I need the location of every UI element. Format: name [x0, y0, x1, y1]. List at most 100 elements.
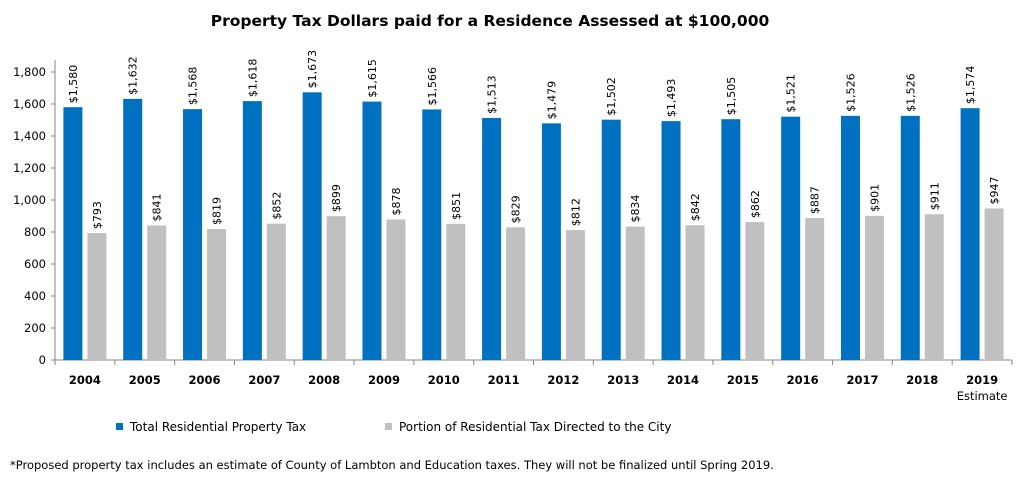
legend-swatch-total — [116, 423, 123, 430]
data-label-total-tax: $1,568 — [187, 67, 200, 106]
bar-total-tax — [482, 117, 502, 360]
y-tick-label: 800 — [24, 225, 46, 239]
y-tick-label: 600 — [24, 257, 46, 271]
bar-city-portion — [207, 228, 227, 360]
data-label-city-portion: $887 — [809, 186, 822, 214]
x-tick-label: 2010 — [428, 373, 460, 387]
legend-swatch-city — [385, 423, 392, 430]
data-label-city-portion: $812 — [569, 198, 582, 226]
legend-label-total: Total Residential Property Tax — [129, 420, 306, 434]
bar-city-portion — [625, 226, 645, 360]
bar-city-portion — [924, 214, 944, 360]
data-label-total-tax: $1,526 — [844, 73, 857, 112]
footnote: *Proposed property tax includes an estim… — [10, 458, 774, 472]
y-tick-label: 0 — [39, 353, 46, 367]
bar-total-tax — [661, 121, 681, 361]
data-label-city-portion: $841 — [151, 193, 164, 221]
bar-total-tax — [242, 101, 262, 361]
data-label-total-tax: $1,493 — [665, 79, 678, 118]
x-tick-sublabel: Estimate — [957, 389, 1008, 403]
data-label-total-tax: $1,521 — [785, 74, 798, 113]
data-label-total-tax: $1,574 — [964, 66, 977, 105]
bar-total-tax — [422, 109, 442, 360]
bar-total-tax — [362, 101, 382, 360]
y-tick-label: 1,400 — [13, 129, 46, 143]
data-label-total-tax: $1,615 — [366, 59, 379, 98]
bar-city-portion — [745, 222, 765, 360]
bar-city-portion — [864, 215, 884, 360]
data-label-city-portion: $862 — [749, 190, 762, 218]
y-tick-label: 200 — [24, 321, 46, 335]
x-axis: 2004 2005 2006 2007 2008 2009 2010 2011 2012 2013… — [54, 359, 1013, 403]
bar-city-portion — [446, 223, 466, 360]
x-tick-label: 2014 — [667, 373, 699, 387]
y-tick-label: 400 — [24, 289, 46, 303]
data-label-city-portion: $911 — [928, 182, 941, 210]
bar-total-tax — [601, 119, 621, 361]
data-label-city-portion: $793 — [91, 201, 104, 229]
data-labels-group: $1,580 $1,632 $1,568 $1,618 $1,673 $1,615 $1,5… — [67, 50, 1001, 229]
legend-label-city: Portion of Residential Tax Directed to t… — [399, 420, 671, 434]
bar-total-tax — [541, 123, 561, 360]
data-label-total-tax: $1,526 — [904, 73, 917, 112]
x-tick-label: 2017 — [846, 373, 878, 387]
y-axis: 0 200 400 600 800 1,000 1,200 1,400 1,600 1,800 — [13, 60, 56, 367]
x-tick-label: 2008 — [308, 373, 340, 387]
bars-group — [63, 92, 1004, 361]
bar-city-portion — [266, 223, 286, 360]
data-label-total-tax: $1,580 — [67, 65, 80, 104]
x-tick-label: 2013 — [607, 373, 639, 387]
data-label-total-tax: $1,505 — [725, 77, 738, 116]
x-tick-label: 2006 — [189, 373, 221, 387]
x-tick-label: 2009 — [368, 373, 400, 387]
y-tick-label: 1,000 — [13, 193, 46, 207]
data-label-total-tax: $1,479 — [545, 81, 558, 120]
data-label-city-portion: $842 — [689, 193, 702, 221]
y-tick-label: 1,200 — [13, 161, 46, 175]
bar-city-portion — [984, 208, 1004, 360]
chart-title: Property Tax Dollars paid for a Residenc… — [211, 12, 770, 30]
bar-city-portion — [87, 233, 107, 360]
data-label-city-portion: $829 — [510, 195, 523, 223]
bar-total-tax — [721, 119, 741, 360]
data-label-city-portion: $901 — [868, 184, 881, 212]
data-label-total-tax: $1,632 — [127, 56, 140, 95]
bar-total-tax — [960, 108, 980, 360]
data-label-total-tax: $1,618 — [246, 59, 259, 98]
bar-city-portion — [386, 219, 406, 360]
data-label-total-tax: $1,673 — [306, 50, 319, 89]
x-tick-label: 2015 — [727, 373, 759, 387]
data-label-city-portion: $899 — [330, 184, 343, 212]
bar-total-tax — [781, 116, 801, 360]
bar-city-portion — [326, 216, 346, 360]
bar-city-portion — [685, 225, 705, 360]
data-label-total-tax: $1,566 — [426, 67, 439, 106]
x-tick-label: 2007 — [248, 373, 280, 387]
data-label-total-tax: $1,513 — [486, 75, 499, 114]
data-label-city-portion: $834 — [629, 195, 642, 223]
x-tick-label: 2005 — [129, 373, 161, 387]
bar-total-tax — [840, 115, 860, 360]
x-tick-label: 2004 — [69, 373, 101, 387]
bar-city-portion — [147, 225, 167, 360]
bar-total-tax — [63, 107, 83, 360]
y-tick-label: 1,600 — [13, 97, 46, 111]
bar-total-tax — [183, 109, 203, 361]
data-label-city-portion: $947 — [988, 176, 1001, 204]
bar-city-portion — [805, 218, 825, 360]
x-tick-label: 2011 — [488, 373, 520, 387]
legend: Total Residential Property Tax Portion o… — [116, 420, 671, 434]
x-tick-label: 2018 — [906, 373, 938, 387]
x-tick-label: 2019 — [966, 373, 998, 387]
x-tick-label: 2012 — [547, 373, 579, 387]
x-tick-label: 2016 — [787, 373, 819, 387]
data-label-city-portion: $878 — [390, 188, 403, 216]
bar-city-portion — [506, 227, 526, 360]
data-label-city-portion: $851 — [450, 192, 463, 220]
bar-total-tax — [900, 115, 920, 360]
bar-total-tax — [123, 98, 143, 360]
data-label-total-tax: $1,502 — [605, 77, 618, 116]
bar-total-tax — [302, 92, 322, 360]
data-label-city-portion: $819 — [211, 197, 224, 225]
